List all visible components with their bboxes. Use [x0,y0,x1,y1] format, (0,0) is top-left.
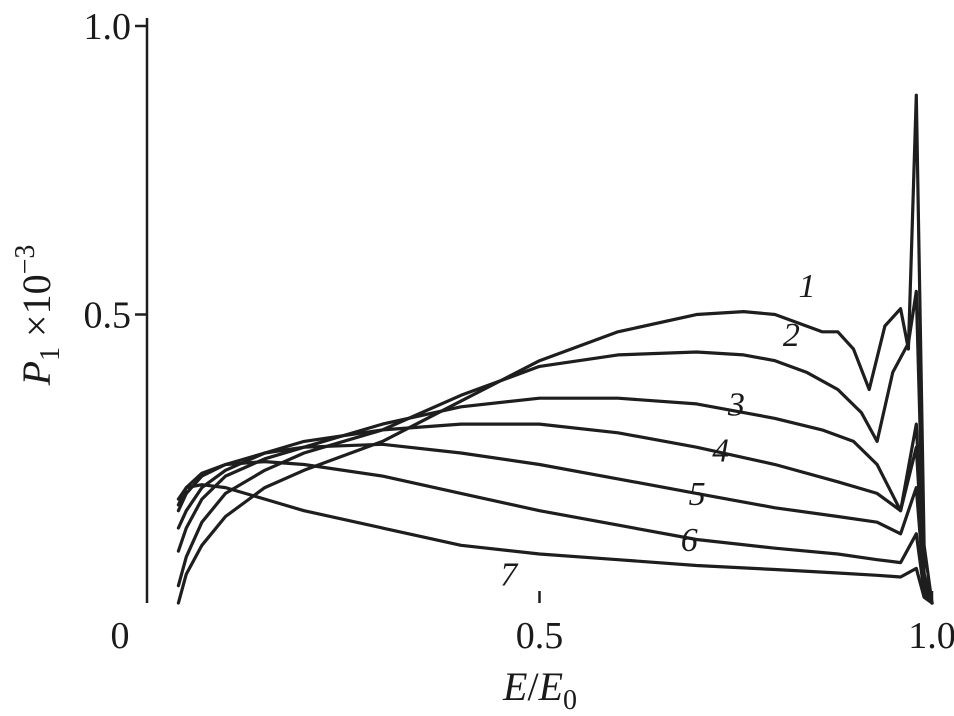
series-line-2 [176,289,934,605]
series-label-6: 6 [681,522,698,559]
x-tick-label: 0.5 [516,615,564,657]
x-axis-label: E/E0 [502,664,577,716]
series-label-3: 3 [727,386,745,423]
y-axis-label: P1 ×10−3 [10,245,66,387]
curve-labels: 1 2 3 45 6 7 [500,268,815,594]
y-tick-label: 1.0 [84,6,132,48]
series-label-2: 2 [783,317,800,354]
series-label-7: 7 [500,557,519,594]
series-label-4: 4 [712,433,729,470]
series-line-1 [176,93,934,605]
y-tick-label: 0.5 [84,295,132,337]
series-line-7 [176,483,934,605]
series-line-5 [176,442,934,605]
x-tick-label: 0 [111,615,130,657]
series-line-4 [176,422,934,605]
series-line-6 [176,460,934,605]
ticks: 0.5 1.0 0 0.5 1.0 [84,6,954,657]
x-tick-label: 1.0 [908,615,954,657]
series-label-1: 1 [799,268,816,305]
series-label-5: 5 [689,476,706,513]
curves [176,93,934,605]
